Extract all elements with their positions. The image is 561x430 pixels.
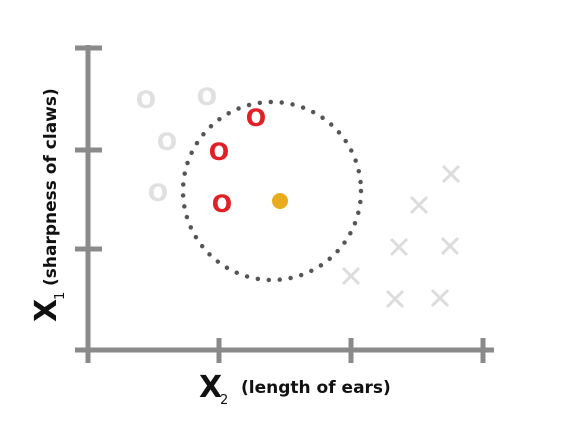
neighborhood-circle	[180, 99, 364, 283]
x-point	[385, 289, 405, 309]
y-symbol: X	[29, 299, 64, 322]
x-text: (length of ears)	[241, 378, 391, 398]
neighbor-o: O	[209, 138, 229, 166]
x-point	[430, 288, 450, 308]
y-subscript: 1	[53, 292, 68, 300]
x-point	[440, 236, 460, 256]
x-point	[409, 195, 429, 215]
axes	[75, 45, 494, 363]
x-symbol: X	[199, 370, 222, 405]
neighbor-o: O	[246, 104, 266, 132]
point-o: O	[148, 179, 168, 207]
point-o: O	[197, 83, 217, 111]
neighbor-o: O	[212, 190, 232, 218]
query-point	[272, 193, 288, 209]
x-axis-label: X 2 (length of ears)	[199, 370, 391, 408]
x-point	[441, 164, 461, 184]
point-o: O	[136, 86, 156, 114]
point-o: O	[157, 128, 177, 156]
x-point	[389, 237, 409, 257]
x-subscript: 2	[220, 393, 228, 408]
y-axis-label: X 1 (sharpness of claws)	[29, 88, 68, 322]
x-point	[341, 266, 361, 286]
y-text: (sharpness of claws)	[41, 88, 61, 286]
x-points	[341, 164, 461, 309]
